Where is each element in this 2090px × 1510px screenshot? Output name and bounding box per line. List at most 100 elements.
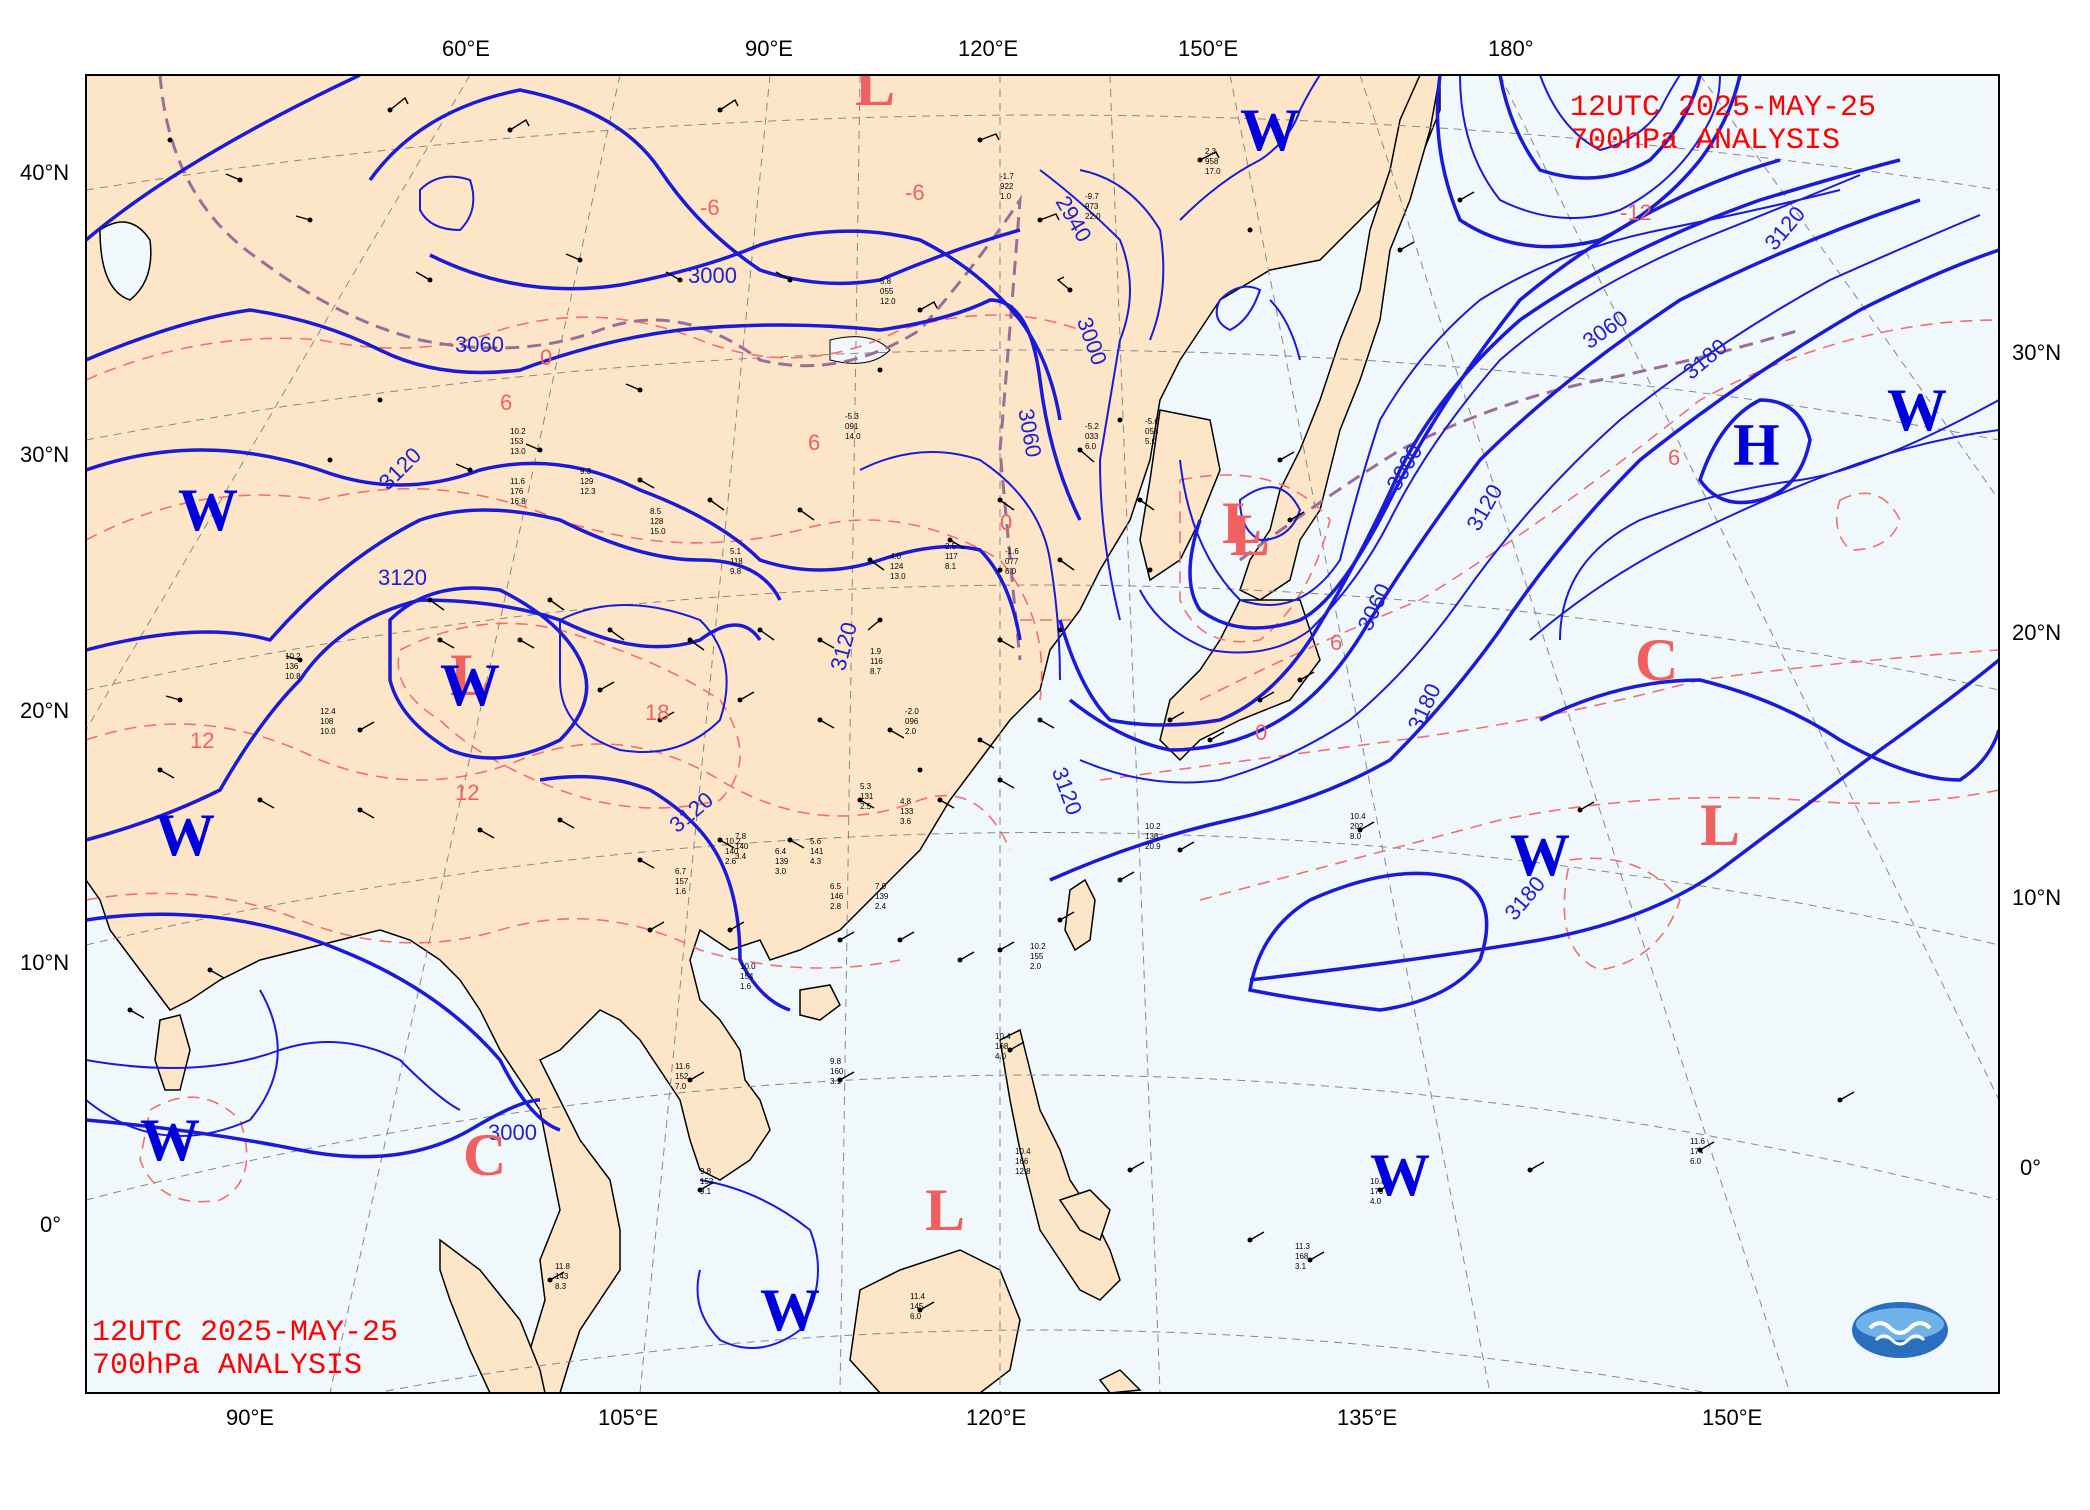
svg-text:1.6: 1.6 <box>740 982 752 991</box>
svg-text:-5.6: -5.6 <box>1145 417 1159 426</box>
svg-text:077: 077 <box>1005 557 1019 566</box>
title-line: 12UTC 2025-MAY-25 <box>1570 91 1876 125</box>
svg-text:16.8: 16.8 <box>510 497 526 506</box>
svg-text:139: 139 <box>875 892 889 901</box>
svg-text:4.3: 4.3 <box>810 857 822 866</box>
lon-label: 120°E <box>958 36 1018 61</box>
svg-text:4.8: 4.8 <box>900 797 912 806</box>
temperature-label: 6 <box>1668 445 1680 470</box>
svg-text:14.0: 14.0 <box>845 432 861 441</box>
svg-text:11.6: 11.6 <box>510 477 526 486</box>
svg-text:176: 176 <box>510 487 524 496</box>
temperature-label: -12 <box>1620 200 1652 225</box>
svg-text:2.5: 2.5 <box>945 542 957 551</box>
svg-text:5.1: 5.1 <box>730 547 742 556</box>
svg-text:168: 168 <box>1295 1252 1309 1261</box>
axis-left: 40°N 30°N 20°N 10°N 0° <box>20 160 69 1237</box>
svg-text:15.0: 15.0 <box>650 527 666 536</box>
svg-text:5.6: 5.6 <box>810 837 822 846</box>
system-label: C <box>1635 627 1678 693</box>
svg-text:4.0: 4.0 <box>890 552 902 561</box>
svg-text:3.0: 3.0 <box>775 867 787 876</box>
svg-text:-2.0: -2.0 <box>905 707 919 716</box>
svg-text:118: 118 <box>730 557 743 566</box>
svg-text:20.9: 20.9 <box>1145 842 1161 851</box>
svg-text:2.8: 2.8 <box>830 902 842 911</box>
system-label: W <box>1510 822 1570 888</box>
temperature-label: 12 <box>190 728 214 753</box>
svg-text:3.1: 3.1 <box>1295 1262 1307 1271</box>
svg-text:157: 157 <box>675 877 689 886</box>
system-label: W <box>1240 97 1300 163</box>
system-label: L <box>925 1177 965 1243</box>
contour-label: 3060 <box>455 332 504 357</box>
svg-text:2.5: 2.5 <box>860 802 872 811</box>
svg-text:145: 145 <box>910 1302 924 1311</box>
svg-text:179: 179 <box>1370 1187 1384 1196</box>
svg-text:136: 136 <box>285 662 299 671</box>
svg-text:152: 152 <box>700 1177 714 1186</box>
svg-text:12.3: 12.3 <box>580 487 596 496</box>
lat-label: 10°N <box>2012 885 2061 910</box>
svg-text:8.3: 8.3 <box>555 1282 567 1291</box>
temperature-label: 6 <box>500 390 512 415</box>
temperature-label: 6 <box>1330 630 1342 655</box>
svg-text:11.8: 11.8 <box>555 1262 571 1271</box>
lon-label: 120°E <box>966 1405 1026 1430</box>
svg-text:9.3: 9.3 <box>580 467 592 476</box>
svg-text:11.6: 11.6 <box>1690 1137 1706 1146</box>
system-label: W <box>155 802 215 868</box>
system-label: W <box>1370 1142 1430 1208</box>
system-label: C <box>463 1122 506 1188</box>
contour-label: 3120 <box>378 565 427 590</box>
svg-text:124: 124 <box>890 562 904 571</box>
svg-text:7.0: 7.0 <box>875 882 887 891</box>
svg-text:22.0: 22.0 <box>1085 212 1101 221</box>
svg-text:10.4: 10.4 <box>1015 1147 1031 1156</box>
system-label: H <box>1733 412 1780 478</box>
lat-label: 40°N <box>20 160 69 185</box>
svg-text:11.3: 11.3 <box>1295 1242 1311 1251</box>
svg-text:058: 058 <box>1145 427 1159 436</box>
svg-text:128: 128 <box>650 517 664 526</box>
svg-text:153: 153 <box>510 437 524 446</box>
svg-text:5.8: 5.8 <box>880 277 892 286</box>
svg-text:6.0: 6.0 <box>910 1312 922 1321</box>
svg-text:9.1: 9.1 <box>700 1187 712 1196</box>
svg-text:5.3: 5.3 <box>860 782 872 791</box>
lat-label: 30°N <box>2012 340 2061 365</box>
svg-text:4.0: 4.0 <box>1370 1197 1382 1206</box>
svg-text:1.9: 1.9 <box>870 647 882 656</box>
axis-right: 30°N 20°N 10°N 0° <box>2012 340 2061 1180</box>
svg-text:7.0: 7.0 <box>675 1082 687 1091</box>
svg-text:166: 166 <box>1015 1157 1029 1166</box>
height-contours <box>86 75 1999 1349</box>
temperature-label: 0 <box>1000 510 1012 535</box>
temperature-label: 12 <box>455 780 479 805</box>
svg-text:922: 922 <box>1000 182 1014 191</box>
svg-text:146: 146 <box>830 892 844 901</box>
svg-text:10.2: 10.2 <box>725 837 741 846</box>
svg-text:131: 131 <box>860 792 874 801</box>
svg-text:5.0: 5.0 <box>1145 437 1157 446</box>
